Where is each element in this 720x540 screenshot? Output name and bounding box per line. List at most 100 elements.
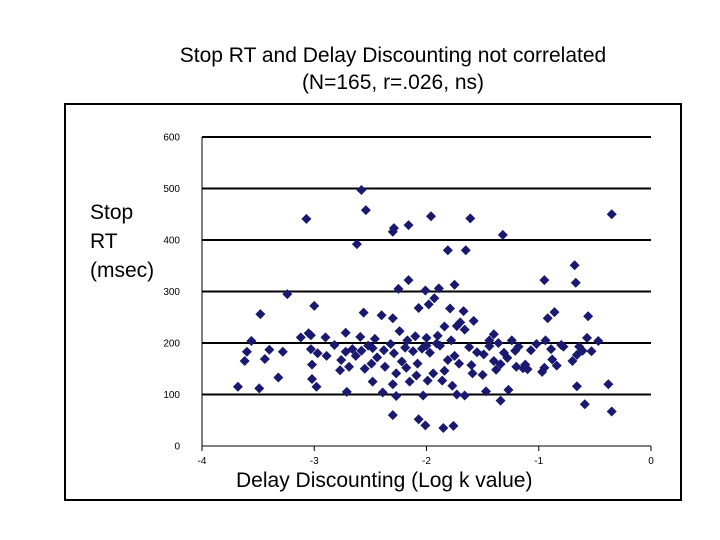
data-point	[480, 386, 491, 397]
data-point	[336, 354, 347, 365]
data-point	[549, 307, 560, 318]
data-point	[385, 339, 396, 350]
data-point	[401, 362, 412, 373]
data-point	[377, 387, 388, 398]
data-point	[347, 344, 358, 355]
data-point	[525, 345, 536, 356]
data-point	[246, 335, 257, 346]
data-point	[606, 209, 617, 220]
data-point	[567, 356, 578, 367]
data-point	[423, 299, 434, 310]
data-point	[360, 205, 371, 216]
data-point	[439, 365, 450, 376]
data-point	[303, 328, 314, 339]
data-point	[335, 365, 346, 376]
data-point	[282, 289, 293, 300]
data-point	[301, 213, 312, 224]
x-axis-label: Delay Discounting (Log k value)	[236, 469, 533, 492]
data-point	[393, 283, 404, 294]
data-point	[420, 285, 431, 296]
data-point	[547, 354, 558, 365]
data-point	[537, 366, 548, 377]
data-point	[391, 368, 402, 379]
data-point	[239, 356, 250, 367]
data-point	[421, 332, 432, 343]
data-point	[422, 375, 433, 386]
data-point	[493, 338, 504, 348]
data-point	[376, 310, 387, 321]
x-tick-label-2: -2	[422, 456, 431, 467]
data-point	[569, 260, 580, 271]
data-point	[603, 379, 614, 390]
data-point	[434, 340, 445, 351]
data-point	[355, 331, 366, 342]
data-point	[412, 358, 423, 369]
y-tick-label-0: 0	[174, 442, 180, 453]
data-point	[429, 293, 440, 304]
data-point	[570, 277, 581, 288]
data-point	[498, 347, 509, 358]
data-point	[340, 327, 351, 338]
y-tick-label-500: 500	[163, 184, 180, 195]
data-point	[273, 372, 284, 383]
data-point	[255, 309, 266, 320]
data-point	[458, 306, 469, 317]
data-point	[358, 307, 369, 318]
data-point	[484, 335, 495, 346]
data-point	[506, 335, 517, 346]
data-point	[449, 350, 460, 361]
data-point	[372, 352, 383, 363]
x-tick-label-0: -4	[198, 456, 207, 467]
data-point	[388, 348, 399, 359]
data-point	[378, 345, 389, 356]
data-point	[241, 346, 252, 357]
data-point	[344, 361, 355, 372]
data-point	[531, 339, 542, 350]
data-point	[411, 370, 422, 381]
data-point	[391, 391, 402, 402]
data-point	[420, 420, 431, 431]
data-point	[491, 364, 502, 375]
data-point	[329, 340, 340, 351]
data-point	[467, 368, 478, 379]
data-point	[311, 381, 322, 392]
data-point	[387, 379, 398, 390]
data-point	[379, 361, 390, 372]
data-point	[577, 345, 588, 356]
chart-subtitle: (N=165, r=.026, ns)	[301, 71, 485, 94]
data-point	[259, 353, 270, 364]
data-point	[363, 340, 374, 351]
data-point	[586, 346, 597, 357]
x-tick-label-3: -1	[534, 456, 543, 467]
data-point	[387, 410, 398, 421]
x-tick-label-4: 0	[648, 456, 654, 467]
data-point	[309, 300, 320, 311]
data-point	[583, 311, 594, 322]
data-point	[593, 335, 604, 346]
y-axis-label-line-3: (msec)	[90, 259, 155, 282]
data-point	[413, 302, 424, 313]
data-point	[408, 346, 419, 357]
data-point	[307, 359, 318, 370]
data-point	[254, 383, 265, 394]
data-point	[459, 324, 470, 335]
data-point	[396, 356, 407, 367]
data-point	[477, 369, 488, 380]
data-point	[442, 354, 453, 365]
y-tick-label-400: 400	[163, 236, 180, 247]
data-point	[551, 360, 562, 371]
x-tick-label-1: -3	[310, 456, 319, 467]
data-point	[367, 376, 378, 387]
data-point	[320, 332, 331, 343]
data-point	[359, 363, 370, 374]
data-point	[341, 386, 352, 397]
data-point	[425, 211, 436, 222]
data-point	[460, 245, 471, 256]
data-point	[421, 340, 432, 351]
data-point	[513, 341, 524, 352]
data-point	[582, 332, 593, 343]
data-point	[403, 220, 414, 231]
data-point	[404, 376, 415, 387]
data-point	[232, 381, 243, 392]
data-point	[520, 359, 531, 370]
